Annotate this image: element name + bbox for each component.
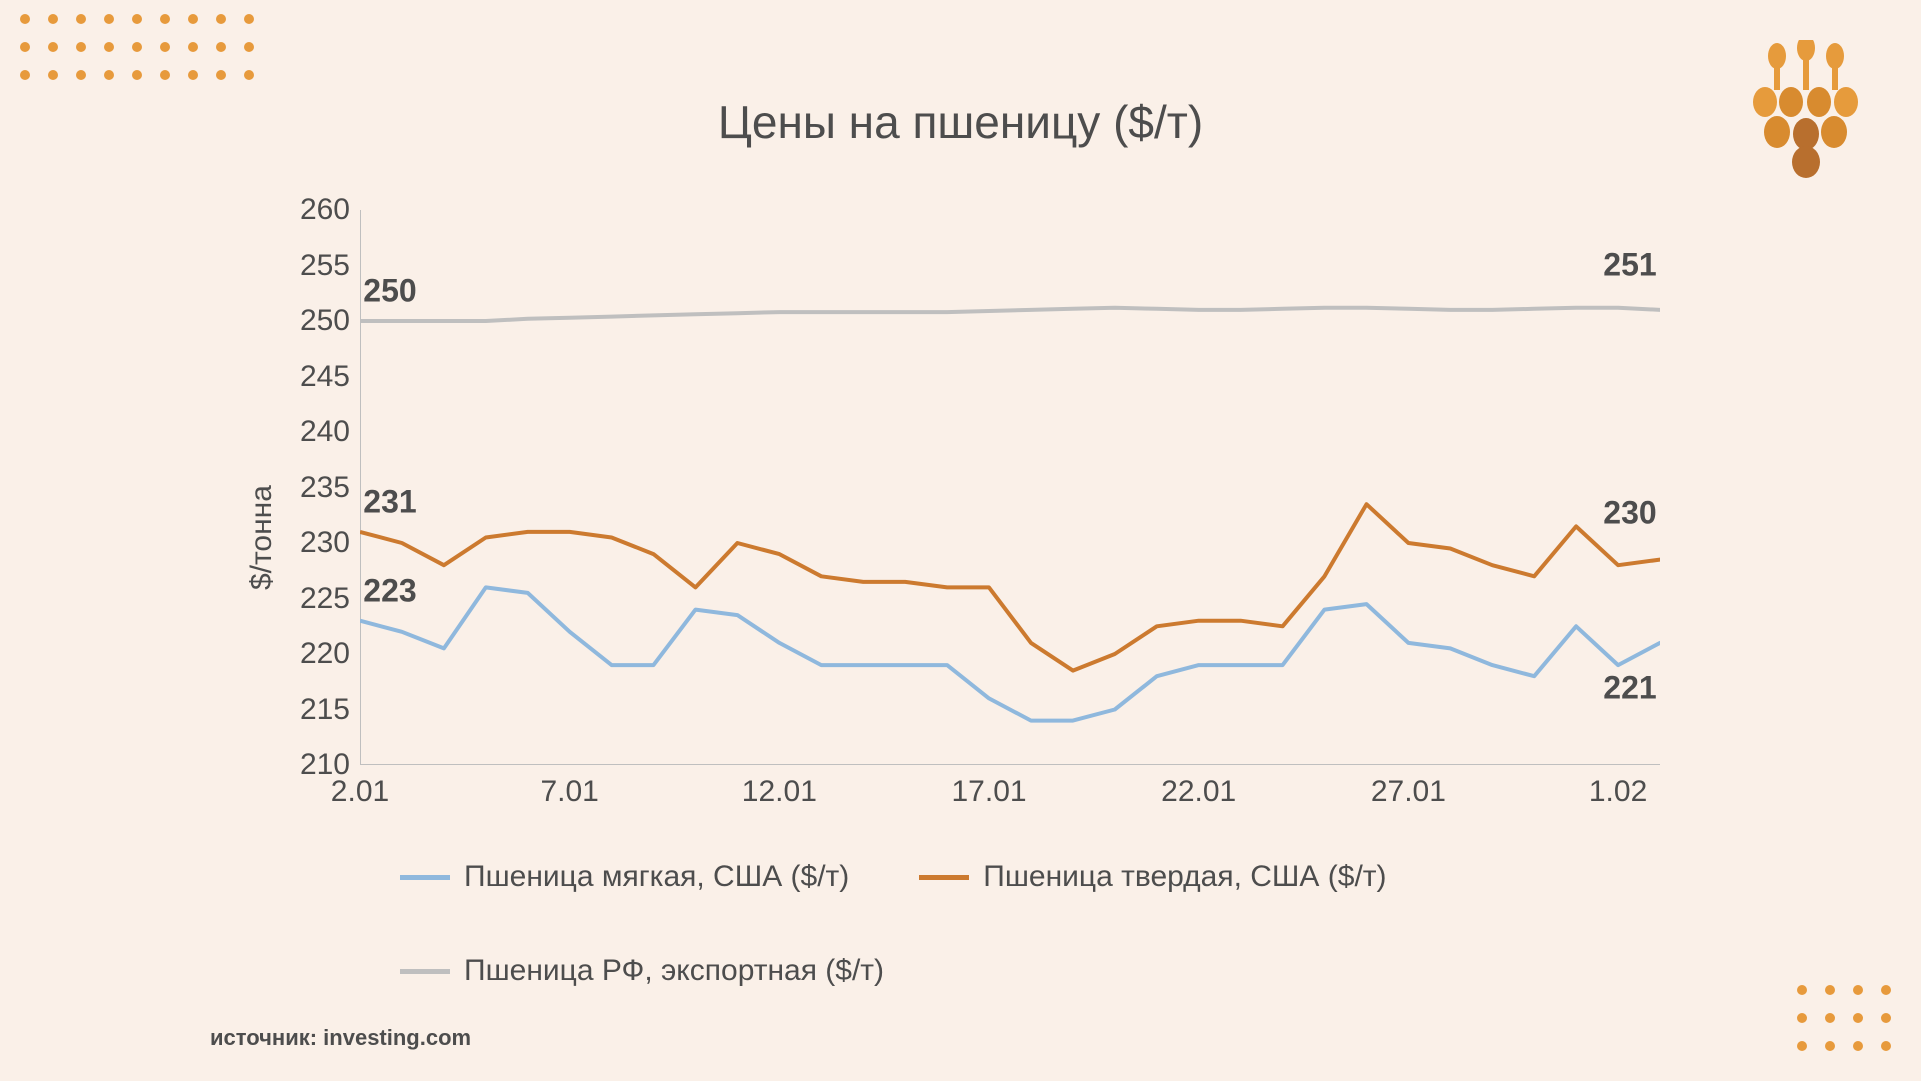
series-line bbox=[360, 587, 1660, 720]
x-tick-label: 12.01 bbox=[742, 775, 817, 809]
x-tick-label: 2.01 bbox=[331, 775, 389, 809]
y-tick-label: 220 bbox=[270, 637, 350, 671]
x-tick-label: 27.01 bbox=[1371, 775, 1446, 809]
legend-item: Пшеница мягкая, США ($/т) bbox=[400, 860, 849, 894]
x-tick-label: 17.01 bbox=[951, 775, 1026, 809]
series-end-label: 230 bbox=[1603, 495, 1656, 532]
x-tick-label: 1.02 bbox=[1589, 775, 1647, 809]
legend-item: Пшеница твердая, США ($/т) bbox=[919, 860, 1386, 894]
y-tick-label: 235 bbox=[270, 471, 350, 505]
y-tick-label: 215 bbox=[270, 693, 350, 727]
series-line bbox=[360, 308, 1660, 321]
x-tick-label: 7.01 bbox=[540, 775, 598, 809]
source-text: источник: investing.com bbox=[210, 1025, 471, 1051]
series-end-label: 251 bbox=[1603, 246, 1656, 283]
legend: Пшеница мягкая, США ($/т) Пшеница твердая… bbox=[400, 860, 1400, 988]
legend-swatch bbox=[400, 875, 450, 880]
decor-dots-top-left bbox=[20, 14, 254, 80]
y-tick-label: 240 bbox=[270, 415, 350, 449]
series-start-label: 250 bbox=[363, 273, 416, 310]
y-tick-label: 225 bbox=[270, 582, 350, 616]
series-start-label: 231 bbox=[363, 483, 416, 520]
legend-swatch bbox=[919, 875, 969, 880]
legend-swatch bbox=[400, 969, 450, 974]
legend-label: Пшеница РФ, экспортная ($/т) bbox=[464, 954, 884, 988]
x-tick-label: 22.01 bbox=[1161, 775, 1236, 809]
line-chart: 210215220225230235240245250255260 2.017.… bbox=[360, 210, 1660, 765]
series-start-label: 223 bbox=[363, 572, 416, 609]
y-tick-label: 260 bbox=[270, 193, 350, 227]
decor-dots-bottom-right bbox=[1797, 985, 1891, 1051]
y-tick-label: 250 bbox=[270, 304, 350, 338]
series-end-label: 221 bbox=[1603, 669, 1656, 706]
legend-label: Пшеница твердая, США ($/т) bbox=[983, 860, 1386, 894]
y-tick-label: 245 bbox=[270, 360, 350, 394]
chart-title: Цены на пшеницу ($/т) bbox=[0, 95, 1921, 149]
legend-item: Пшеница РФ, экспортная ($/т) bbox=[400, 954, 884, 988]
y-tick-label: 230 bbox=[270, 526, 350, 560]
legend-label: Пшеница мягкая, США ($/т) bbox=[464, 860, 849, 894]
series-line bbox=[360, 504, 1660, 670]
y-tick-label: 255 bbox=[270, 249, 350, 283]
